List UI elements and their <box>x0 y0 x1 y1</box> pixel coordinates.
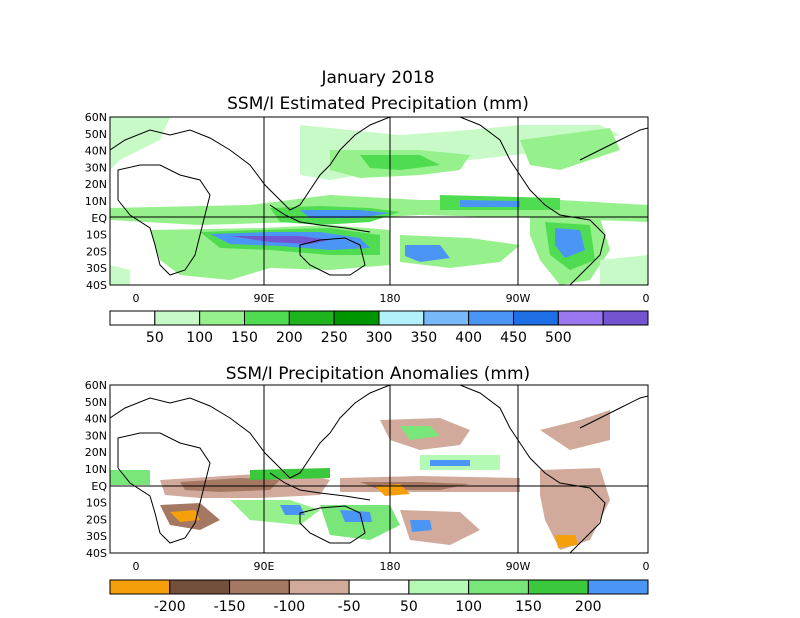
panel1-grid <box>110 117 648 285</box>
colorbar2-swatch <box>587 579 649 595</box>
colorbar1-swatch <box>602 310 649 326</box>
figure-title: January 2018 <box>320 68 434 88</box>
panel2-coastlines <box>110 385 648 553</box>
panel1-lat-label: 20N <box>85 178 107 191</box>
colorbar1-label: 450 <box>500 330 527 346</box>
colorbar1-label: 250 <box>321 330 348 346</box>
colorbar2-swatch <box>468 579 529 595</box>
panel1-lon-label: 180 <box>380 292 401 305</box>
colorbar1-label: 350 <box>410 330 437 346</box>
colorbar2-label: 50 <box>400 599 418 615</box>
colorbar1-label: 200 <box>276 330 303 346</box>
colorbar-anomalies: -200 -150 -100 -50 50 100 150 200 <box>109 579 649 615</box>
panel1-frame <box>109 116 649 286</box>
panel2-grid <box>110 385 648 553</box>
panel1-lat-label: 50N <box>85 128 107 141</box>
colorbar2-swatch <box>229 579 290 595</box>
colorbar2-label: -50 <box>338 599 361 615</box>
panel2-frame <box>109 384 649 554</box>
colorbar2-label: -200 <box>154 599 186 615</box>
panel1-lon-label: 0 <box>133 292 140 305</box>
colorbar2-label: 200 <box>575 599 602 615</box>
colorbar1-label: 500 <box>545 330 572 346</box>
panel1-map <box>109 116 649 286</box>
colorbar1-swatch <box>468 310 514 326</box>
panel2-lat-labels: 60N 50N 40N 30N 20N 10N EQ 10S 20S 30S 40S <box>85 379 108 560</box>
panel1-lon-label: 90E <box>254 292 275 305</box>
colorbar2-swatch <box>169 579 231 595</box>
panel2-lat-label: 40S <box>86 547 107 560</box>
panel1-lon-labels: 0 90E 180 90W 0 <box>133 292 650 305</box>
panel2-lat-label: 60N <box>85 379 107 392</box>
colorbar1-label: 150 <box>231 330 258 346</box>
colorbar2-label: 100 <box>455 599 482 615</box>
colorbar2-label: -100 <box>273 599 305 615</box>
panel1-coastlines <box>110 117 648 285</box>
panel2-lon-label: 180 <box>380 560 401 573</box>
panel1-lat-label: 30N <box>85 161 107 174</box>
panel1-lat-label: 60N <box>85 111 107 124</box>
panel1-lat-label: EQ <box>91 212 107 225</box>
panel2-lat-label: 10S <box>86 497 107 510</box>
panel2-lon-label: 0 <box>643 560 650 573</box>
colorbar1-label: 50 <box>146 330 164 346</box>
panel2-map <box>109 384 649 554</box>
panel1-lat-label: 10S <box>86 229 107 242</box>
panel1-lat-label: 40S <box>86 279 107 292</box>
panel2-lon-label: 90W <box>506 560 531 573</box>
panel2-lat-label: EQ <box>91 480 107 493</box>
colorbar1-swatch <box>288 310 335 326</box>
colorbar2-label: 150 <box>515 599 542 615</box>
panel2-lat-label: 30S <box>86 530 107 543</box>
colorbar1-swatch <box>109 310 156 326</box>
panel2-anomaly-field <box>110 410 610 550</box>
colorbar2-label: -150 <box>214 599 246 615</box>
colorbar1-swatch <box>557 310 604 326</box>
panel1-lat-labels: 60N 50N 40N 30N 20N 10N EQ 10S 20S 30S 40S <box>85 111 108 292</box>
colorbar1-swatch <box>378 310 425 326</box>
colorbar2-swatch <box>288 579 350 595</box>
colorbar1-label: 300 <box>366 330 393 346</box>
panel2-lat-label: 30N <box>85 429 107 442</box>
panel2-lon-labels: 0 90E 180 90W 0 <box>133 560 650 573</box>
colorbar2-swatch <box>348 579 410 595</box>
panel2-lat-label: 20S <box>86 513 107 526</box>
colorbar1-swatch <box>244 310 290 326</box>
panel1-lat-label: 30S <box>86 262 107 275</box>
panel1-lon-label: 0 <box>643 292 650 305</box>
panel2-lon-label: 0 <box>133 560 140 573</box>
colorbar2-swatch <box>527 579 589 595</box>
colorbar-precipitation: 50 100 150 200 250 300 350 400 450 500 <box>109 310 649 346</box>
panel2-lat-label: 40N <box>85 413 107 426</box>
colorbar2-swatch <box>109 579 171 595</box>
panel1-title: SSM/I Estimated Precipitation (mm) <box>227 94 529 114</box>
panel1-lat-label: 20S <box>86 245 107 258</box>
panel1-lon-label: 90W <box>506 292 531 305</box>
panel1-lat-label: 10N <box>85 195 107 208</box>
panel2-lat-label: 50N <box>85 396 107 409</box>
panel2-title: SSM/I Precipitation Anomalies (mm) <box>226 364 530 384</box>
colorbar2-swatch <box>408 579 470 595</box>
panel2-lat-label: 10N <box>85 463 107 476</box>
colorbar1-swatch <box>423 310 470 326</box>
panel1-precip-field <box>110 117 648 285</box>
colorbar1-swatch <box>333 310 380 326</box>
panel2-lon-label: 90E <box>254 560 275 573</box>
panel1-lat-label: 40N <box>85 145 107 158</box>
colorbar1-swatch <box>154 310 201 326</box>
colorbar1-swatch <box>199 310 246 326</box>
colorbar1-swatch <box>513 310 559 326</box>
colorbar1-label: 400 <box>455 330 482 346</box>
colorbar1-label: 100 <box>186 330 213 346</box>
panel2-lat-label: 20N <box>85 446 107 459</box>
